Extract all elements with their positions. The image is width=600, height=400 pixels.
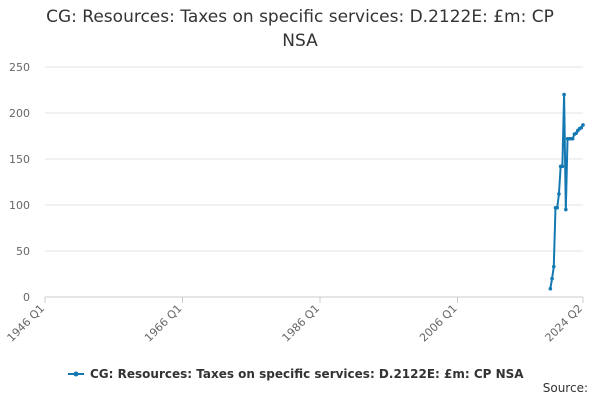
y-tick-label: 50	[16, 245, 30, 258]
point	[581, 123, 585, 127]
y-tick-label: 200	[9, 107, 30, 120]
line	[549, 94, 584, 289]
point	[550, 276, 554, 281]
chart-title: CG: Resources: Taxes on specific service…	[46, 7, 554, 51]
y-tick-label: 150	[9, 153, 30, 166]
point	[557, 192, 561, 196]
y-tick-label: 100	[9, 199, 30, 212]
point	[570, 136, 575, 141]
legend-marker	[73, 371, 79, 377]
point	[562, 92, 566, 97]
point	[555, 205, 560, 210]
point	[548, 286, 553, 291]
point	[551, 264, 556, 269]
point	[564, 207, 568, 212]
x-tick-label: 1986 Q1	[280, 302, 323, 345]
x-tick-label: 1946 Q1	[5, 302, 48, 345]
x-tick-label: 2006 Q1	[417, 302, 460, 345]
x-tick-label: 1966 Q1	[142, 302, 185, 345]
source: Source:	[543, 381, 588, 395]
y-tick-label: 0	[23, 291, 30, 304]
point	[579, 125, 584, 130]
point	[574, 131, 578, 136]
y-tick-label: 250	[9, 61, 30, 74]
point	[560, 164, 565, 169]
legend-label: CG: Resources: Taxes on specific service…	[90, 367, 524, 381]
x-tick-label: 2024 Q2	[543, 302, 586, 345]
